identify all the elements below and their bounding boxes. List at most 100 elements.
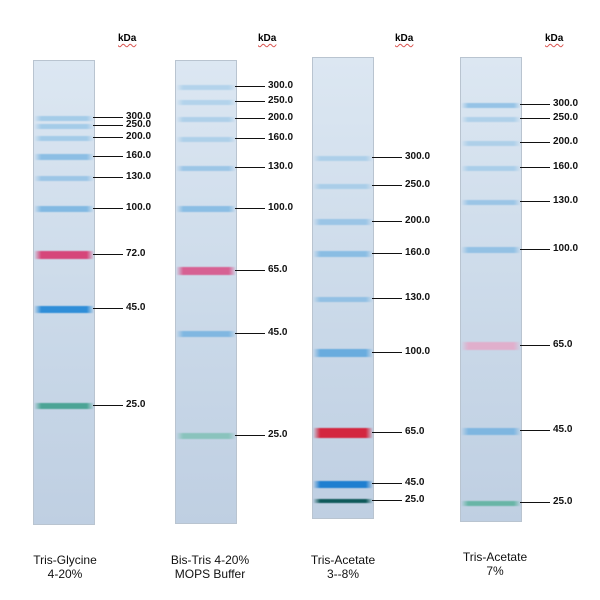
protein-band	[176, 116, 236, 122]
unit-label: kDa	[545, 33, 564, 44]
lane-caption-line: Tris-Acetate	[462, 550, 528, 564]
band-size-label: 25.0	[268, 429, 288, 440]
protein-band	[34, 123, 94, 129]
protein-band	[176, 165, 236, 171]
band-marker-line	[372, 483, 402, 484]
band-marker-line	[372, 185, 402, 186]
gel-lane	[175, 60, 237, 524]
protein-band	[461, 500, 521, 506]
band-size-label: 250.0	[553, 112, 579, 123]
protein-band	[461, 427, 521, 435]
band-marker-line	[520, 142, 550, 143]
protein-band	[34, 206, 94, 212]
band-marker-line	[235, 101, 265, 102]
band-marker-line	[235, 138, 265, 139]
band-size-label: 160.0	[405, 247, 431, 258]
band-size-label: 200.0	[268, 112, 294, 123]
protein-band	[34, 135, 94, 141]
band-size-label: 100.0	[268, 202, 294, 213]
band-size-label: 160.0	[126, 150, 152, 161]
protein-band	[34, 305, 94, 313]
unit-label: kDa	[395, 33, 414, 44]
band-marker-line	[93, 156, 123, 157]
protein-band	[34, 115, 94, 121]
protein-band	[176, 84, 236, 90]
band-size-label: 250.0	[405, 179, 431, 190]
lane-caption: Tris-Acetate 7%	[430, 550, 560, 578]
band-size-label: 45.0	[126, 302, 146, 313]
band-size-label: 160.0	[268, 132, 294, 143]
protein-band	[461, 102, 521, 108]
band-marker-line	[93, 405, 123, 406]
band-marker-line	[520, 201, 550, 202]
protein-band	[34, 251, 94, 259]
band-size-label: 300.0	[268, 80, 294, 91]
band-marker-line	[372, 253, 402, 254]
band-marker-line	[520, 345, 550, 346]
band-marker-line	[235, 333, 265, 334]
band-size-label: 65.0	[553, 339, 573, 350]
band-marker-line	[93, 117, 123, 118]
lane-caption-line: MOPS Buffer	[174, 567, 246, 581]
gel-lane	[33, 60, 95, 525]
band-marker-line	[235, 208, 265, 209]
band-marker-line	[235, 435, 265, 436]
lane-caption-line: Bis-Tris 4-20%	[170, 553, 250, 567]
band-size-label: 250.0	[126, 119, 152, 130]
protein-band	[313, 499, 373, 503]
gel-lane	[312, 57, 374, 519]
protein-band	[176, 433, 236, 439]
protein-band	[34, 154, 94, 160]
protein-band	[176, 99, 236, 105]
gel-lane	[460, 57, 522, 522]
band-marker-line	[235, 86, 265, 87]
band-marker-line	[372, 221, 402, 222]
band-size-label: 25.0	[405, 494, 425, 505]
protein-band	[313, 219, 373, 225]
protein-band	[461, 165, 521, 171]
unit-label: kDa	[258, 33, 277, 44]
band-size-label: 300.0	[405, 151, 431, 162]
lane-caption-line: Tris-Acetate	[310, 553, 376, 567]
band-size-label: 130.0	[268, 161, 294, 172]
band-size-label: 45.0	[268, 327, 288, 338]
protein-band	[313, 251, 373, 257]
band-marker-line	[93, 308, 123, 309]
band-size-label: 200.0	[126, 131, 152, 142]
band-size-label: 25.0	[126, 399, 146, 410]
band-marker-line	[372, 298, 402, 299]
protein-band	[461, 199, 521, 205]
band-marker-line	[372, 500, 402, 501]
band-marker-line	[372, 157, 402, 158]
band-marker-line	[93, 177, 123, 178]
band-size-label: 200.0	[405, 215, 431, 226]
lane-caption-line: 3--8%	[326, 567, 359, 581]
lane-caption: Bis-Tris 4-20% MOPS Buffer	[145, 553, 275, 581]
band-marker-line	[520, 104, 550, 105]
band-marker-line	[520, 118, 550, 119]
protein-band	[313, 296, 373, 302]
band-marker-line	[520, 249, 550, 250]
protein-band	[461, 116, 521, 122]
band-size-label: 100.0	[405, 346, 431, 357]
lane-caption-line: 4-20%	[47, 567, 83, 581]
protein-band	[313, 428, 373, 438]
protein-band	[176, 136, 236, 142]
protein-band	[313, 183, 373, 189]
band-marker-line	[235, 118, 265, 119]
band-marker-line	[235, 270, 265, 271]
band-size-label: 100.0	[553, 243, 579, 254]
protein-band	[461, 140, 521, 146]
band-size-label: 160.0	[553, 161, 579, 172]
band-size-label: 45.0	[405, 477, 425, 488]
band-marker-line	[93, 125, 123, 126]
band-size-label: 130.0	[405, 292, 431, 303]
band-size-label: 65.0	[268, 264, 288, 275]
band-marker-line	[520, 167, 550, 168]
band-marker-line	[520, 502, 550, 503]
protein-band	[176, 206, 236, 212]
protein-band	[34, 403, 94, 409]
band-marker-line	[93, 137, 123, 138]
lane-caption-line: Tris-Glycine	[33, 553, 97, 567]
band-marker-line	[520, 430, 550, 431]
